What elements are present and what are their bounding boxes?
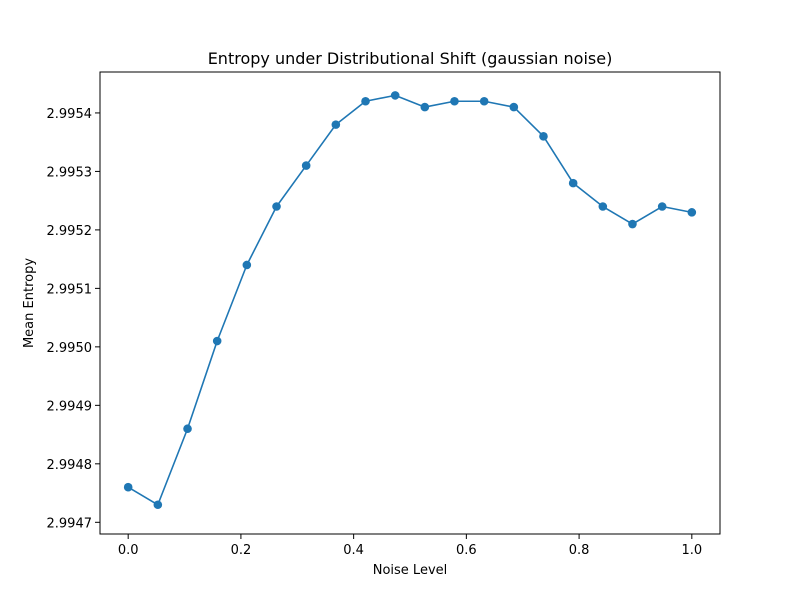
data-point (361, 96, 370, 106)
x-tick-label: 0.4 (343, 543, 364, 558)
data-point (657, 202, 667, 211)
data-point (450, 96, 459, 106)
y-tick-label: 2.9954 (47, 107, 93, 122)
plot-area: 0.0 0.2 0.4 0.6 0.8 1.0 2.9947 2.9948 2.9949 2.99… (47, 71, 721, 558)
y-tick-label: 2.9951 (47, 282, 93, 297)
data-point (628, 219, 637, 229)
y-tick-label: 2.9947 (47, 516, 93, 531)
data-point (420, 102, 430, 112)
y-axis-label: Mean Entropy (22, 258, 37, 348)
y-tick-label: 2.9948 (47, 458, 93, 473)
x-axis-label: Noise Level (373, 563, 448, 578)
data-point (183, 424, 192, 434)
y-tick-label: 2.9949 (47, 399, 93, 414)
data-point (687, 208, 697, 217)
data-point (153, 500, 163, 510)
series-line (127, 94, 692, 506)
x-tick-label: 0.6 (456, 543, 477, 558)
y-tick-label: 2.9950 (47, 341, 93, 356)
data-point (301, 161, 311, 170)
data-point (509, 102, 519, 112)
data-point (123, 482, 133, 492)
y-tick-label: 2.9952 (47, 224, 93, 239)
data-point (242, 260, 252, 270)
x-tick-label: 1.0 (681, 543, 702, 558)
x-tick-label: 0.2 (231, 543, 252, 558)
data-point (272, 202, 281, 211)
axes-frame (99, 71, 721, 535)
data-point (539, 132, 548, 141)
data-point (479, 96, 489, 106)
x-tick-label: 0.8 (569, 543, 590, 558)
data-point (598, 202, 608, 211)
data-point (568, 178, 578, 188)
data-point (331, 120, 341, 129)
data-point (212, 336, 222, 346)
x-tick-label: 0.0 (118, 543, 139, 558)
y-tick-label: 2.9953 (47, 165, 93, 180)
chart-title: Entropy under Distributional Shift (gaus… (208, 49, 613, 68)
data-point (390, 91, 400, 100)
